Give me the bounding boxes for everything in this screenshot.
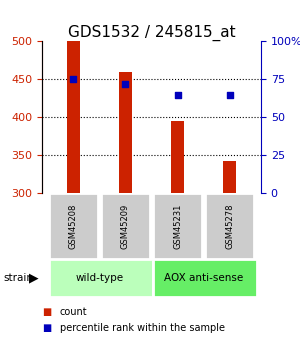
Bar bbox=[49, 259, 153, 297]
Text: ▶: ▶ bbox=[28, 271, 38, 284]
Text: strain: strain bbox=[3, 273, 33, 283]
Text: ■: ■ bbox=[42, 324, 51, 333]
Text: percentile rank within the sample: percentile rank within the sample bbox=[60, 324, 225, 333]
Bar bbox=[153, 193, 202, 259]
Text: GSM45209: GSM45209 bbox=[121, 203, 130, 249]
Text: GSM45278: GSM45278 bbox=[225, 203, 234, 249]
Text: AOX anti-sense: AOX anti-sense bbox=[164, 273, 243, 283]
Bar bbox=[49, 193, 98, 259]
Bar bbox=[119, 72, 132, 193]
Bar bbox=[67, 41, 80, 193]
Text: wild-type: wild-type bbox=[75, 273, 123, 283]
Bar bbox=[223, 161, 236, 193]
Bar bbox=[153, 259, 257, 297]
Text: GSM45231: GSM45231 bbox=[173, 203, 182, 249]
Text: count: count bbox=[60, 307, 88, 317]
Point bbox=[71, 77, 76, 82]
Bar bbox=[205, 193, 254, 259]
Bar bbox=[171, 121, 184, 193]
Point bbox=[227, 92, 232, 97]
Text: GSM45208: GSM45208 bbox=[69, 203, 78, 249]
Title: GDS1532 / 245815_at: GDS1532 / 245815_at bbox=[68, 25, 235, 41]
Bar bbox=[101, 193, 150, 259]
Point bbox=[175, 92, 180, 97]
Text: ■: ■ bbox=[42, 307, 51, 317]
Point bbox=[123, 81, 128, 87]
